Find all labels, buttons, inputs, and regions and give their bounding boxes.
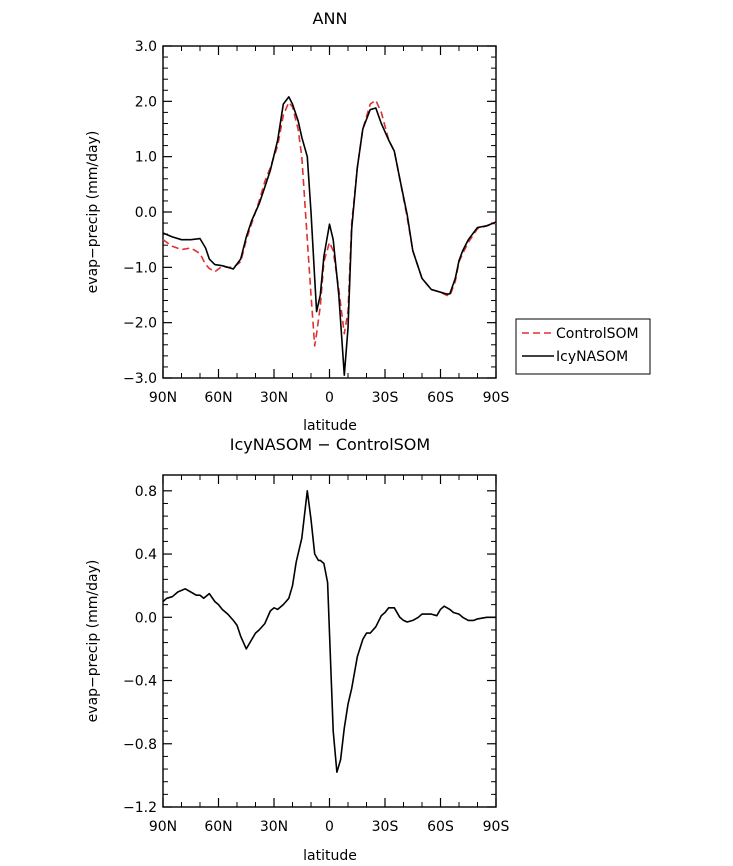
- panel1-ytick-label: −2.0: [123, 316, 157, 332]
- panel1-xtick-label: 0: [325, 390, 334, 406]
- panel1-title: ANN: [313, 9, 348, 28]
- panel2-xtick-label: 0: [325, 819, 334, 835]
- legend: ControlSOM IcyNASOM: [515, 318, 651, 375]
- panel2-x-ticks: 90N 60N 30N 0 30S 60S 90S: [149, 475, 510, 835]
- panel1-ytick-label: 0.0: [135, 205, 157, 221]
- panel1-ytick-label: 3.0: [135, 39, 157, 55]
- panel1-y-ticks: −3.0 −2.0 −1.0 0.0 1.0 2.0 3.0: [123, 39, 496, 387]
- panel1-x-label: latitude: [303, 418, 357, 434]
- panel1-xtick-label: 90N: [149, 390, 177, 406]
- panel2-y-label: evap−precip (mm/day): [85, 560, 101, 723]
- panel2-series-line-difference: [162, 489, 496, 774]
- legend-box: [515, 318, 651, 375]
- panel2-xtick-label: 90N: [149, 819, 177, 835]
- panel1-xtick-label: 60S: [427, 390, 454, 406]
- panel2-xtick-label: 60N: [204, 819, 232, 835]
- panel1-xtick-label: 30N: [260, 390, 288, 406]
- panel1-series: [162, 96, 497, 377]
- panel1-y-label: evap−precip (mm/day): [85, 131, 101, 294]
- panel2-title: IcyNASOM − ControlSOM: [230, 435, 430, 454]
- panel2-ytick-label: 0.4: [135, 547, 157, 563]
- panel1-xtick-label: 30S: [372, 390, 399, 406]
- panel-difference: IcyNASOM − ControlSOM −1.2 −0.8 −0.4 0.0 0.4…: [85, 435, 509, 864]
- panel1-ytick-label: −1.0: [123, 260, 157, 276]
- panel1-frame: [162, 45, 497, 379]
- panel2-x-label: latitude: [303, 848, 357, 864]
- panel2-ytick-label: −0.8: [123, 737, 157, 753]
- panel2-series: [162, 489, 496, 774]
- panel-ann: ANN −3.0 −2.0 −1.0 0.0 1.0 2.0 3.0 90N 60N 30N 0 3…: [85, 9, 651, 434]
- panel2-ytick-label: −0.4: [123, 674, 157, 690]
- panel2-xtick-label: 90S: [483, 819, 510, 835]
- panel2-xtick-label: 60S: [427, 819, 454, 835]
- panel1-ytick-label: 2.0: [135, 94, 157, 110]
- panel2-ytick-label: −1.2: [123, 800, 157, 816]
- panel1-x-ticks: 90N 60N 30N 0 30S 60S 90S: [149, 46, 510, 406]
- panel2-xtick-label: 30N: [260, 819, 288, 835]
- panel2-ytick-label: 0.0: [135, 610, 157, 626]
- panel2-xtick-label: 30S: [372, 819, 399, 835]
- legend-label-controlsom: ControlSOM: [556, 326, 639, 342]
- panel1-series-line-controlsom: [162, 99, 497, 347]
- panel1-xtick-label: 60N: [204, 390, 232, 406]
- panel1-ytick-label: −3.0: [123, 371, 157, 387]
- panel1-series-line-icynasom: [162, 96, 497, 377]
- panel2-y-ticks: −1.2 −0.8 −0.4 0.0 0.4 0.8: [123, 484, 496, 816]
- legend-label-icynasom: IcyNASOM: [556, 349, 628, 365]
- panel1-xtick-label: 90S: [483, 390, 510, 406]
- panel2-ytick-label: 0.8: [135, 484, 157, 500]
- panel1-ytick-label: 1.0: [135, 150, 157, 166]
